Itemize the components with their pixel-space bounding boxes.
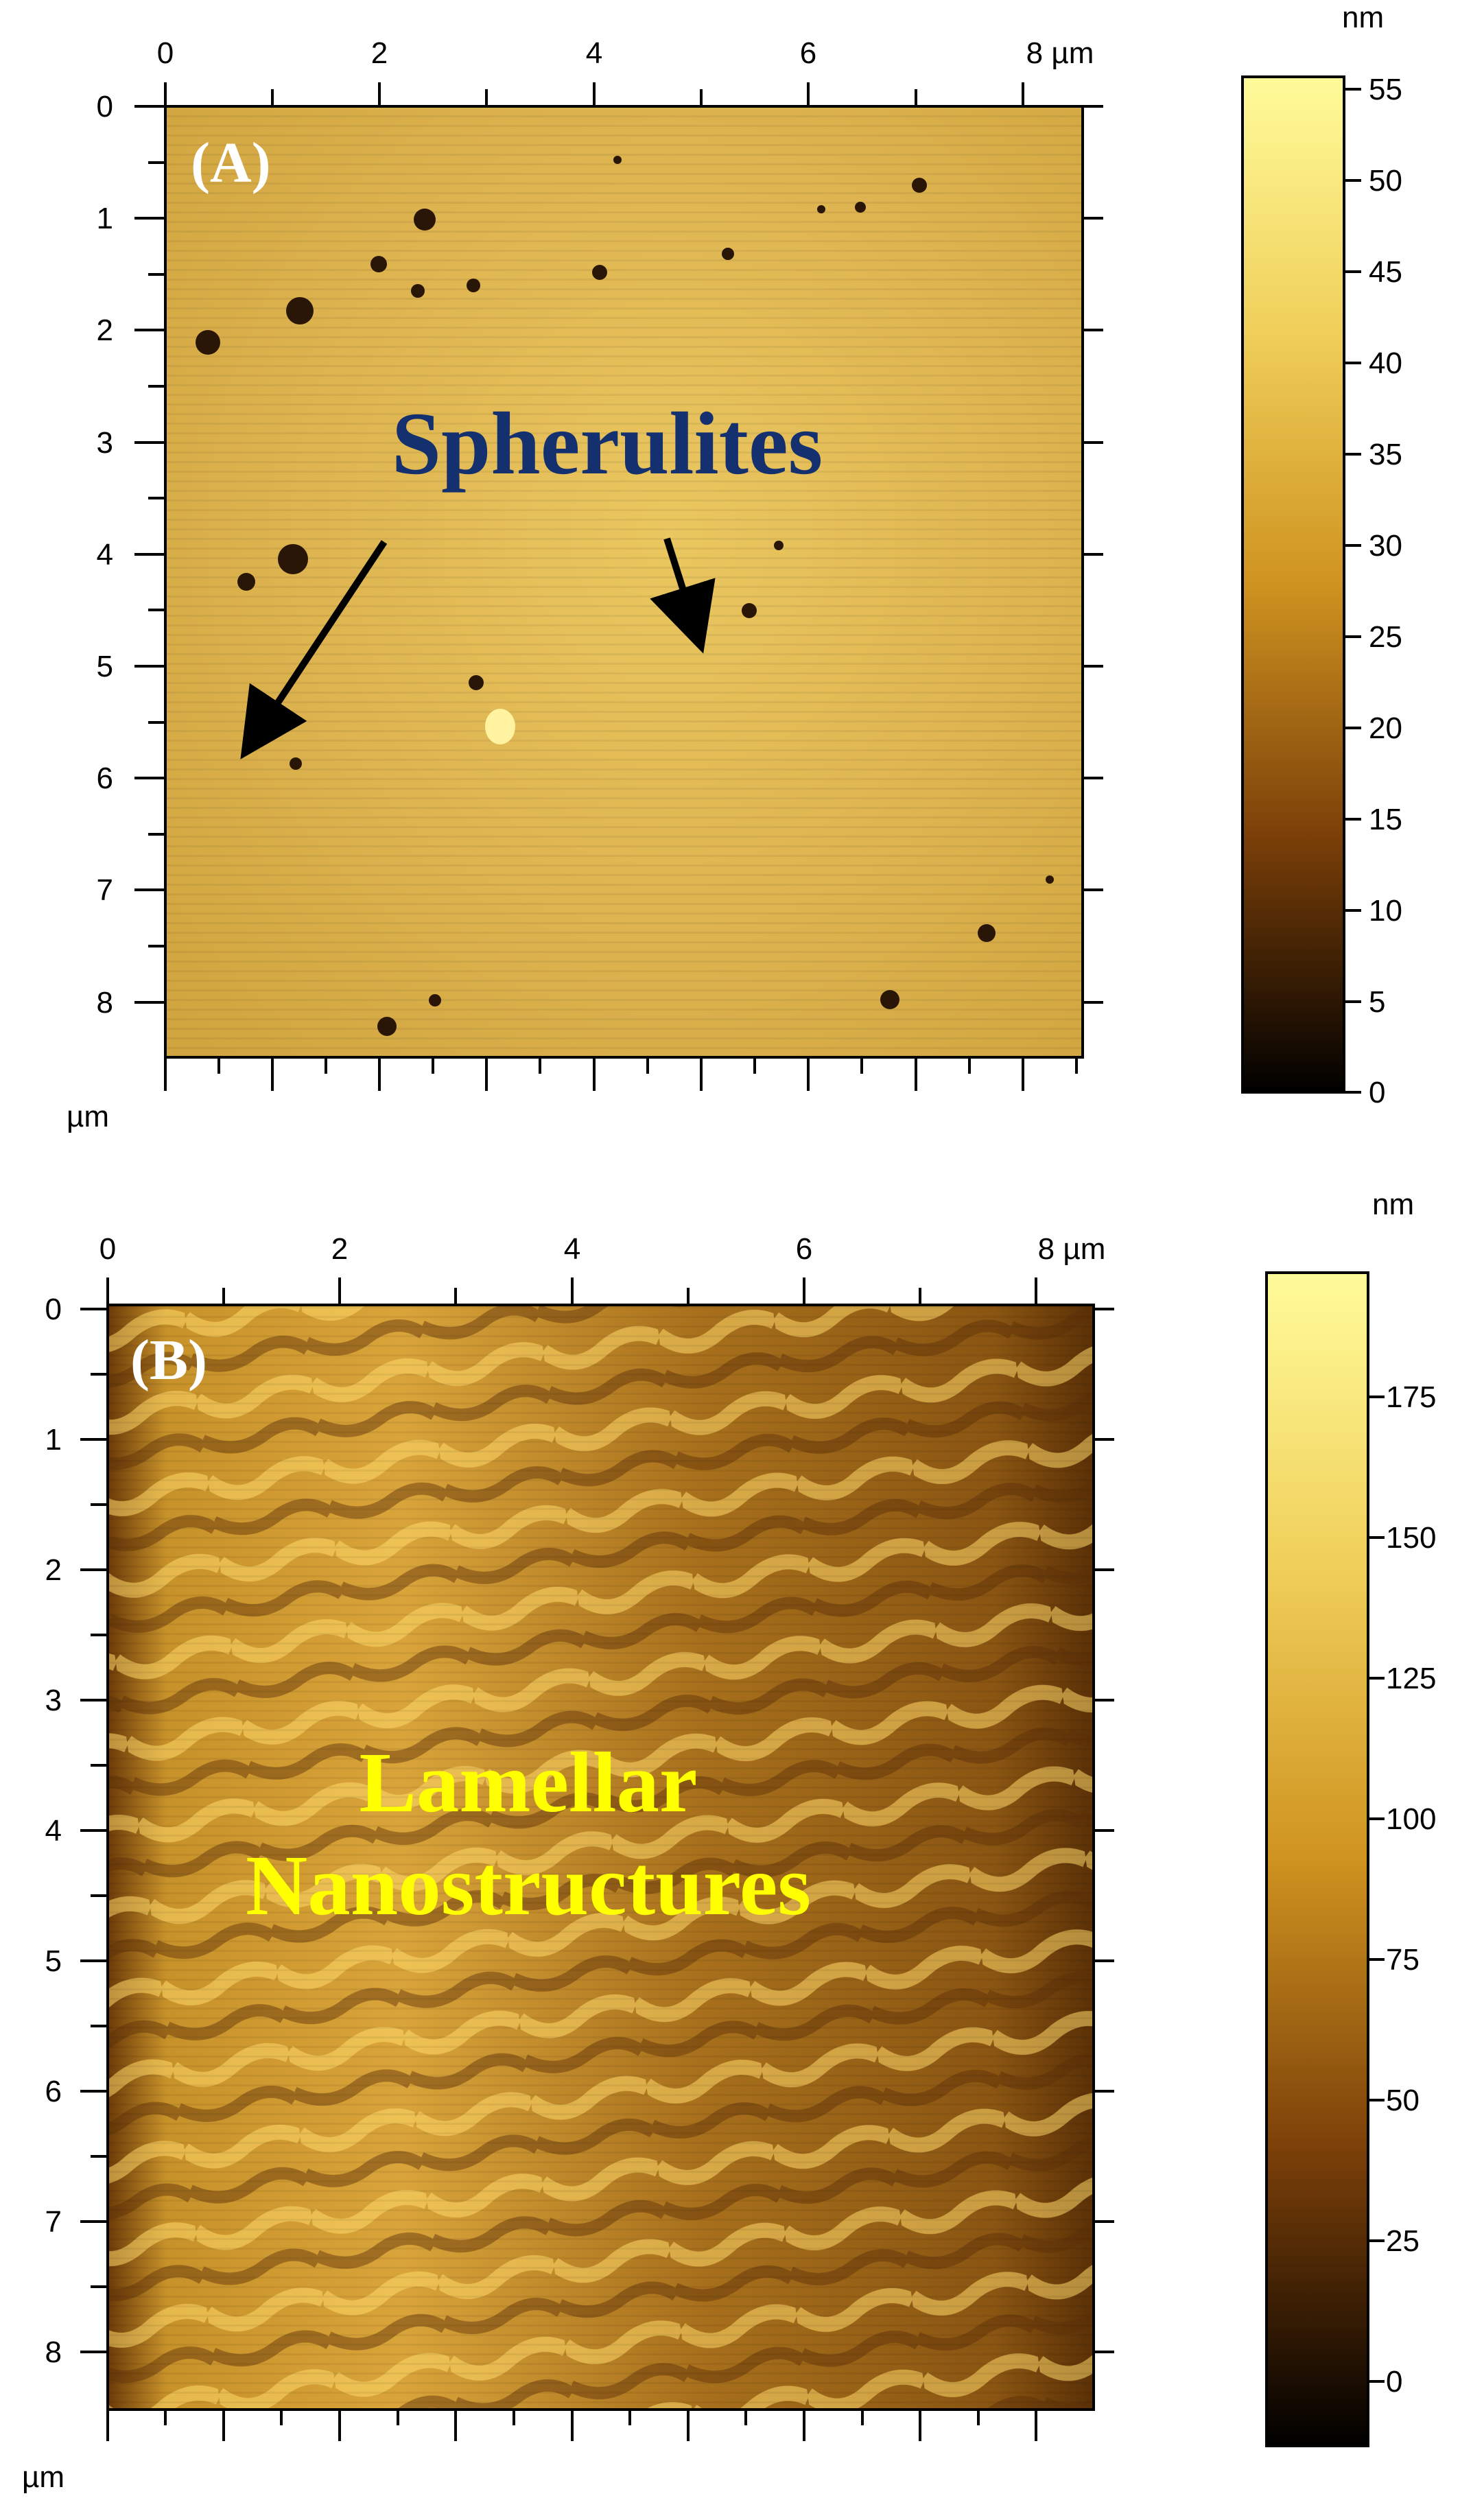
y-tick-label: 8 [45, 2335, 62, 2369]
y-axis-b [80, 1308, 1114, 2353]
y-tick-label: 2 [97, 314, 113, 347]
surface-pits-a [196, 156, 1054, 1036]
y-tick-label: 2 [45, 1553, 62, 1587]
panel-a: 0 2 4 6 8 µm 0 1 2 3 4 5 6 7 8 [67, 1, 1402, 1133]
annotation-lamellar: Lamellar [360, 1736, 698, 1830]
annotation-spherulites: Spherulites [392, 395, 823, 493]
colorbar-tick-label: 150 [1386, 1521, 1436, 1555]
colorbar-tick-label: 15 [1369, 803, 1402, 836]
colorbar-tick-label: 40 [1369, 346, 1402, 380]
colorbar-tick-label: 100 [1386, 1802, 1436, 1836]
x-tick-label: 2 [331, 1232, 348, 1266]
colorbar-ticks-b [1368, 1396, 1385, 2383]
colorbar-tick-label: 10 [1369, 894, 1402, 928]
colorbar-tick-label: 175 [1386, 1380, 1436, 1414]
y-tick-label: 0 [97, 90, 113, 123]
colorbar-tick-label: 55 [1369, 73, 1402, 106]
x-tick-label: 8 µm [1038, 1232, 1106, 1266]
colorbar-tick-label: 75 [1386, 1943, 1420, 1977]
colorbar-tick-label: 30 [1369, 529, 1402, 563]
arrow-left [240, 540, 388, 759]
x-tick-label: 4 [586, 36, 602, 70]
colorbar-tick-label: 0 [1369, 1076, 1385, 1109]
x-tick-label: 6 [796, 1232, 812, 1266]
axis-unit-label: µm [67, 1100, 109, 1133]
y-tick-label: 0 [45, 1293, 62, 1326]
y-tick-label: 7 [97, 873, 113, 907]
colorbar-unit-label: nm [1372, 1188, 1414, 1221]
y-tick-label: 6 [45, 2075, 62, 2108]
y-tick-label: 7 [45, 2205, 62, 2239]
panel-label-a: (A) [191, 131, 271, 195]
y-tick-label: 5 [97, 650, 113, 683]
colorbar-tick-label: 35 [1369, 438, 1402, 471]
axis-unit-label: µm [22, 2460, 64, 2494]
y-tick-label: 8 [97, 986, 113, 1020]
colorbar-ticks-a [1344, 88, 1361, 1094]
x-tick-label: 2 [371, 36, 388, 70]
x-tick-label: 0 [157, 36, 174, 70]
colorbar-tick-label: 25 [1369, 620, 1402, 654]
y-tick-label: 4 [45, 1814, 62, 1848]
colorbar-tick-label: 125 [1386, 1662, 1436, 1695]
x-axis-b [106, 1277, 1037, 2441]
y-tick-label: 5 [45, 1944, 62, 1978]
colorbar-tick-label: 45 [1369, 255, 1402, 289]
y-tick-label: 3 [97, 426, 113, 460]
colorbar-tick-label: 25 [1386, 2224, 1420, 2258]
panel-label-b: (B) [130, 1328, 207, 1392]
panel-b: 0 2 4 6 8 µm 0 1 2 3 4 5 6 7 8 µm [22, 1188, 1436, 2494]
colorbar-tick-label: 20 [1369, 711, 1402, 745]
arrow-right [650, 537, 716, 654]
colorbar-unit-label: nm [1342, 1, 1384, 34]
x-tick-label: 0 [99, 1232, 116, 1266]
colorbar-b [1265, 1271, 1369, 2447]
x-tick-label: 4 [564, 1232, 580, 1266]
bright-feature [485, 709, 515, 744]
y-tick-label: 1 [45, 1423, 62, 1457]
colorbar-tick-label: 50 [1386, 2084, 1420, 2117]
x-axis-a [164, 82, 1078, 1091]
colorbar-a [1241, 75, 1345, 1094]
y-tick-label: 3 [45, 1684, 62, 1717]
x-tick-label: 8 µm [1026, 36, 1094, 70]
annotation-nanostructures: Nanostructures [246, 1839, 811, 1933]
x-tick-label: 6 [800, 36, 816, 70]
y-tick-label: 6 [97, 762, 113, 795]
y-axis-a [134, 105, 1103, 1004]
y-tick-label: 1 [97, 202, 113, 235]
y-tick-label: 4 [97, 538, 113, 572]
colorbar-tick-label: 50 [1369, 164, 1402, 198]
colorbar-tick-label: 0 [1386, 2365, 1402, 2399]
colorbar-tick-label: 5 [1369, 985, 1385, 1019]
